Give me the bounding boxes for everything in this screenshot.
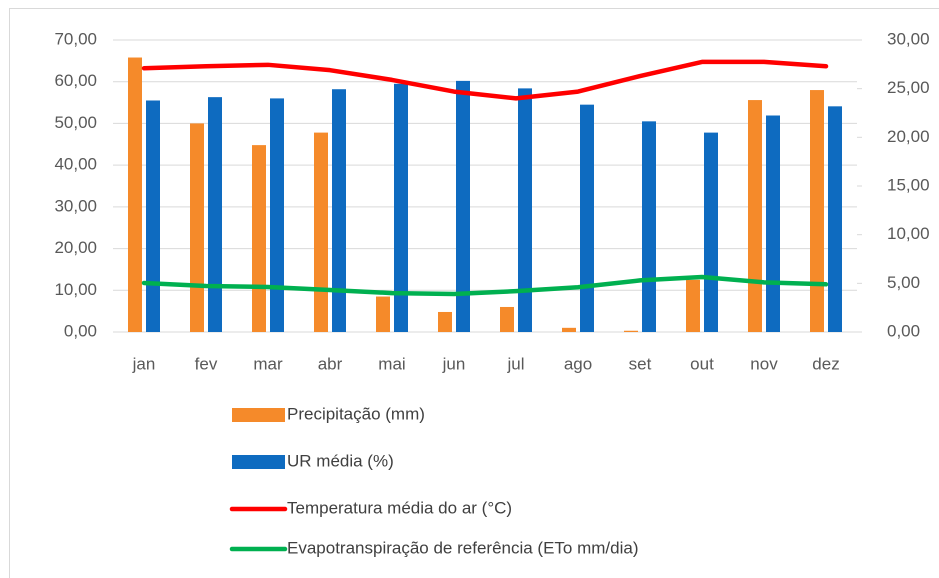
y2-tick-label: 5,00 [887,273,920,292]
bar [518,88,532,332]
y2-tick-label: 0,00 [887,321,920,340]
bar [766,115,780,332]
bar [624,330,638,332]
legend-label: Temperatura média do ar (°C) [287,498,512,517]
line [141,59,829,101]
bar [810,90,824,332]
y2-tick-label: 25,00 [887,78,930,97]
y-tick-label: 50,00 [54,113,97,132]
legend-label: Precipitação (mm) [287,404,425,423]
bar [332,89,346,332]
x-tick-label: jul [506,354,524,373]
legend-label: UR média (%) [287,451,394,470]
bar [270,98,284,333]
line [141,274,829,297]
y-tick-label: 20,00 [54,238,97,257]
bar [376,296,390,332]
bar [580,104,594,333]
bar [562,327,576,332]
bar [314,132,328,332]
bar [252,145,266,332]
bar [190,123,204,332]
bar [394,83,408,332]
bar [500,306,514,332]
bar [748,100,762,332]
x-tick-label: ago [564,354,592,373]
x-tick-label: out [690,354,714,373]
bar [456,80,470,332]
y2-tick-label: 30,00 [887,29,930,48]
y2-tick-label: 10,00 [887,224,930,243]
x-tick-label: dez [812,354,839,373]
bar [438,311,452,332]
y-tick-label: 0,00 [64,321,97,340]
bar [686,279,700,332]
y2-tick-label: 20,00 [887,127,930,146]
y-tick-label: 10,00 [54,280,97,299]
y-tick-label: 60,00 [54,71,97,90]
bar [642,121,656,332]
bar [146,100,160,332]
y-tick-label: 40,00 [54,155,97,174]
x-tick-label: jan [132,354,156,373]
bar [208,97,222,332]
bar [828,106,842,332]
x-tick-label: mar [253,354,283,373]
bar [704,132,718,332]
chart-border [9,8,939,578]
x-tick-label: fev [195,354,218,373]
y-tick-label: 30,00 [54,196,97,215]
y2-tick-label: 15,00 [887,175,930,194]
legend: Precipitação (mm) UR média (%) Temperatura… [229,404,639,557]
x-tick-label: mai [378,354,405,373]
y-tick-label: 70,00 [54,29,97,48]
bar [128,57,142,333]
legend-label: Evapotranspiração de referência (ETo mm/… [287,538,639,557]
x-tick-label: nov [750,354,778,373]
x-tick-label: abr [318,354,343,373]
x-tick-label: set [629,354,652,373]
legend-swatch [232,455,285,469]
x-tick-label: jun [442,354,466,373]
legend-swatch [232,408,285,422]
